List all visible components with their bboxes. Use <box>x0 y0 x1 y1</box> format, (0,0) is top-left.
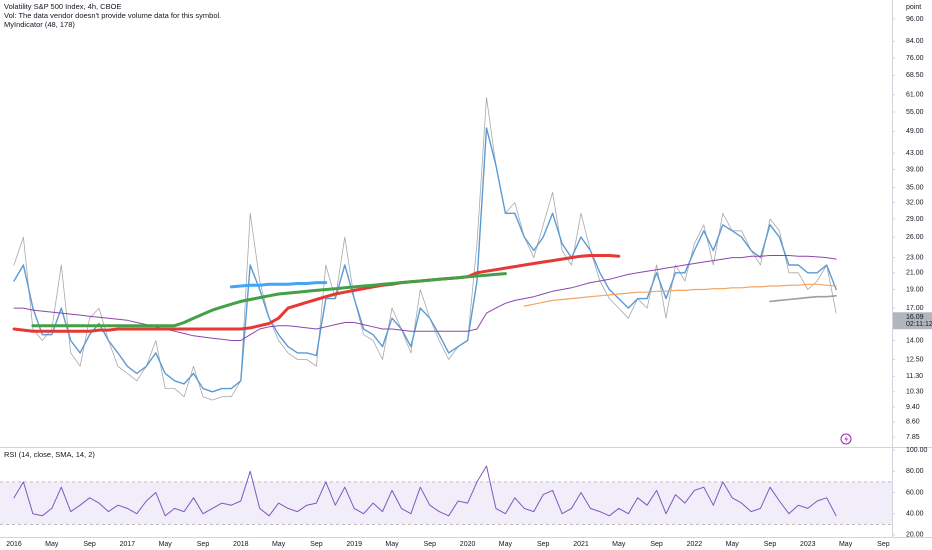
x-tick-label: Sep <box>877 541 890 548</box>
price-tag <box>893 312 932 330</box>
x-tick-label: Sep <box>310 541 323 548</box>
y-tick-label: 49.00 <box>906 128 924 135</box>
y-tick-label: 14.00 <box>906 337 924 344</box>
x-tick-label: 2019 <box>346 541 362 548</box>
price-tag-value: 16.09 <box>906 314 924 321</box>
y-tick-label: 76.00 <box>906 55 924 62</box>
x-tick-label: May <box>159 541 173 548</box>
x-tick-label: May <box>726 541 740 548</box>
series-line <box>13 465 837 517</box>
y-tick-label: 32.00 <box>906 199 924 206</box>
y-tick-label: 35.00 <box>906 184 924 191</box>
x-tick-label: 2018 <box>233 541 249 548</box>
axis-unit: point <box>906 4 921 11</box>
y-tick-label: 7.85 <box>906 434 920 441</box>
x-tick-label: May <box>612 541 626 548</box>
series-line <box>523 283 837 307</box>
x-tick-label: Sep <box>83 541 96 548</box>
indicator-label: MyIndicator (48, 178) <box>4 20 75 29</box>
x-tick-label: Sep <box>424 541 437 548</box>
x-tick-label: Sep <box>537 541 550 548</box>
x-tick-label: 2023 <box>800 541 816 548</box>
y-tick-label: 17.00 <box>906 305 924 312</box>
x-tick-label: 2022 <box>687 541 703 548</box>
x-tick-label: 2016 <box>6 541 22 548</box>
chart-title: Volatility S&P 500 Index, 4h, CBOE <box>4 2 121 11</box>
y-tick-label: 80.00 <box>906 468 924 475</box>
series-line <box>769 295 837 303</box>
x-tick-label: Sep <box>197 541 210 548</box>
y-tick-label: 68.50 <box>906 72 924 79</box>
x-tick-label: 2021 <box>573 541 589 548</box>
series-line <box>229 281 328 289</box>
y-tick-label: 12.50 <box>906 356 924 363</box>
y-tick-label: 100.00 <box>906 447 928 454</box>
x-tick-label: Sep <box>650 541 663 548</box>
y-tick-label: 19.00 <box>906 286 924 293</box>
y-tick-label: 55.00 <box>906 109 924 116</box>
y-tick-label: 39.00 <box>906 166 924 173</box>
y-tick-label: 84.00 <box>906 38 924 45</box>
y-tick-label: 40.00 <box>906 511 924 518</box>
y-tick-label: 21.00 <box>906 270 924 277</box>
y-tick-label: 26.00 <box>906 234 924 241</box>
alert-icon[interactable] <box>840 433 852 445</box>
series-line <box>12 254 621 333</box>
x-tick-label: May <box>385 541 399 548</box>
y-tick-label: 8.60 <box>906 419 920 426</box>
x-tick-label: Sep <box>764 541 777 548</box>
y-tick-label: 29.00 <box>906 216 924 223</box>
series-line <box>31 272 507 328</box>
x-tick-label: May <box>272 541 286 548</box>
series-group <box>12 97 837 401</box>
y-tick-label: 9.40 <box>906 404 920 411</box>
y-tick-label: 20.00 <box>906 532 924 539</box>
series-line <box>13 97 837 401</box>
x-tick-label: May <box>499 541 513 548</box>
rsi-title: RSI (14, close, SMA, 14, 2) <box>4 450 95 459</box>
y-tick-label: 60.00 <box>906 489 924 496</box>
volume-note: Vol: The data vendor doesn't provide vol… <box>4 11 221 20</box>
x-tick-label: 2020 <box>460 541 476 548</box>
y-tick-label: 23.00 <box>906 254 924 261</box>
x-tick-label: 2017 <box>120 541 136 548</box>
y-tick-label: 43.00 <box>906 150 924 157</box>
y-tick-label: 96.00 <box>906 16 924 23</box>
series-line <box>13 127 837 393</box>
y-tick-label: 11.30 <box>906 373 923 380</box>
rsi-band <box>0 481 892 525</box>
x-tick-label: May <box>839 541 853 548</box>
price-tag-countdown: 02:11:12 <box>906 321 932 328</box>
y-tick-label: 61.00 <box>906 92 924 99</box>
y-tick-label: 10.30 <box>906 389 924 396</box>
x-tick-label: May <box>45 541 59 548</box>
series-group <box>13 465 837 517</box>
